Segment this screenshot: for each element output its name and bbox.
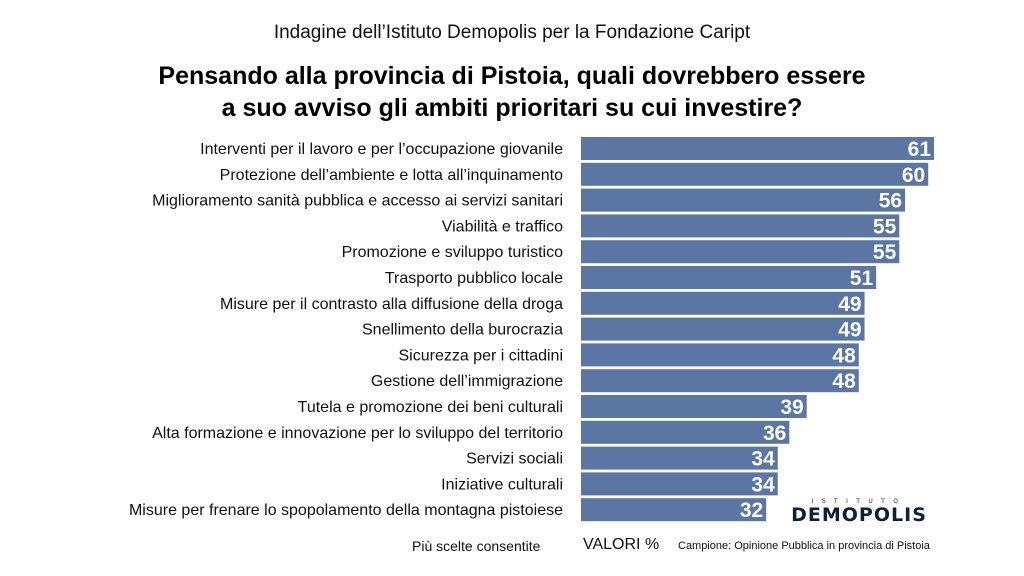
value-label: 56 (879, 190, 902, 213)
chart-title-line-2: a suo avviso gli ambiti prioritari su cu… (221, 94, 803, 122)
category-label: Iniziative culturali (441, 476, 563, 493)
bar (581, 240, 900, 264)
value-label: 32 (740, 499, 763, 522)
bar (581, 420, 790, 444)
bar (581, 395, 807, 418)
bar (581, 291, 865, 315)
value-label: 34 (751, 473, 775, 496)
value-label: 39 (780, 396, 803, 419)
bar (581, 369, 859, 393)
category-label: Viabilità e traffico (442, 218, 563, 235)
category-label: Interventi per il lavoro e per l’occupaz… (200, 141, 563, 158)
category-label: Misure per il contrasto alla diffusione … (220, 296, 563, 313)
chart-title: Pensando alla provincia di Pistoia, qual… (0, 60, 1024, 124)
value-label: 55 (873, 215, 897, 238)
value-label: 60 (902, 164, 925, 187)
bar (581, 498, 767, 522)
value-label: 48 (832, 344, 856, 367)
category-label: Alta formazione e innovazione per lo svi… (152, 425, 563, 442)
category-label: Gestione dell’immigrazione (371, 373, 563, 390)
category-label: Trasporto pubblico locale (385, 270, 563, 287)
value-label: 48 (832, 370, 856, 393)
bar (581, 266, 877, 289)
value-label: 55 (873, 241, 897, 264)
value-label: 36 (763, 422, 786, 445)
value-label: 49 (838, 319, 861, 342)
category-label: Snellimento della burocrazia (362, 322, 563, 339)
category-label: Promozione e sviluppo turistico (342, 244, 564, 261)
footer-units: VALORI % (583, 536, 660, 553)
value-label: 49 (838, 293, 861, 316)
chart-title-line-1: Pensando alla provincia di Pistoia, qual… (158, 62, 866, 90)
category-label: Protezione dell’ambiente e lotta all’inq… (220, 167, 563, 184)
footer-sample: Campione: Opinione Pubblica in provincia… (678, 540, 930, 552)
bar (581, 317, 865, 341)
category-label: Tutela e promozione dei beni culturali (298, 399, 563, 416)
bar (581, 446, 778, 470)
bar (581, 472, 778, 496)
category-label: Miglioramento sanità pubblica e accesso … (152, 193, 563, 210)
bar (581, 214, 900, 238)
category-label: Misure per frenare lo spopolamento della… (129, 502, 563, 519)
value-label: 51 (850, 267, 874, 290)
bar (581, 162, 929, 186)
demopolis-logo: ISTITUTO DEMOPOLIS (784, 498, 934, 526)
category-label: Sicurezza per i cittadini (398, 347, 563, 364)
value-label: 61 (908, 138, 932, 161)
logo-top-text: ISTITUTO (811, 498, 907, 505)
category-label: Servizi sociali (466, 451, 563, 468)
footer-note: Più scelte consentite (412, 538, 541, 554)
bar (581, 188, 906, 212)
value-label: 34 (751, 448, 775, 471)
bar (581, 343, 859, 367)
bar (581, 137, 934, 160)
chart-supertitle: Indagine dell’Istituto Demopolis per la … (273, 22, 751, 43)
logo-name: DEMOPOLIS (791, 504, 927, 526)
